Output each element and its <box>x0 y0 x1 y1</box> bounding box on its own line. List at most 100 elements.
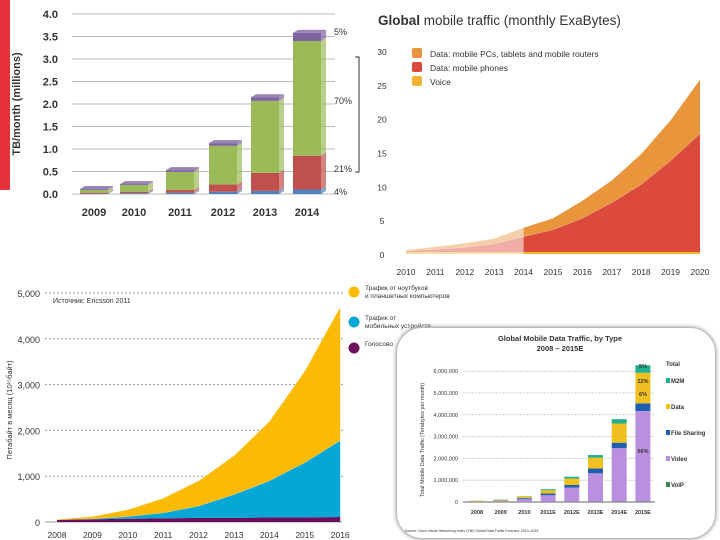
chart-title: Global Mobile Data Traffic, by Type <box>498 334 622 343</box>
y-tick-label: 3,000 <box>17 381 40 391</box>
bar-segment <box>166 170 194 172</box>
y-tick-label: 0 <box>455 500 458 506</box>
bar-segment <box>209 191 237 194</box>
bar-side <box>237 188 242 194</box>
y-tick-label: 20 <box>377 115 387 125</box>
bar-side <box>194 168 199 190</box>
legend-label: Voice <box>430 77 451 87</box>
legend-swatch <box>666 378 670 383</box>
bar-share-label: 6% <box>639 392 647 398</box>
bar-segment <box>120 191 148 194</box>
bar-top <box>120 181 153 185</box>
legend-swatch <box>348 342 360 354</box>
y-tick-label: 5 <box>380 216 385 226</box>
x-tick-label: 2010 <box>518 510 530 516</box>
bar-segment <box>540 495 556 502</box>
bar-segment <box>120 193 148 194</box>
bar-segment <box>493 499 509 501</box>
y-tick-label: 25 <box>377 81 387 91</box>
bar-segment <box>611 442 627 449</box>
bar-segment <box>251 190 279 194</box>
legend-label: Data: mobile PCs, tablets and mobile rou… <box>430 49 599 59</box>
x-tick-label: 2010 <box>397 267 416 277</box>
historical-fade <box>405 50 524 257</box>
legend-label: и планшетных компьютеров <box>365 293 450 300</box>
x-tick-label: 2009 <box>83 530 102 540</box>
legend-label: Трафик от <box>365 315 396 322</box>
bar-side <box>321 38 326 156</box>
bar-segment <box>293 189 321 194</box>
bar-segment <box>540 489 556 491</box>
legend-label: мобильных устройств <box>365 322 431 330</box>
x-tick-label: 2009 <box>82 207 106 219</box>
bar-segment <box>251 172 279 191</box>
bar-segment <box>540 490 556 494</box>
legend-label: Data <box>671 405 685 411</box>
bar-side <box>279 94 284 101</box>
x-tick-label: 2008 <box>48 530 67 540</box>
bar-side <box>237 140 242 146</box>
y-tick-label: 1.0 <box>43 144 58 156</box>
x-tick-label: 2017 <box>602 267 621 277</box>
bar-segment <box>293 155 321 190</box>
legend-label: Video <box>671 457 688 463</box>
x-tick-label: 2013 <box>253 207 277 219</box>
bar-segment <box>611 423 627 443</box>
y-tick-label: 1.5 <box>43 122 58 134</box>
bar-segment <box>251 97 279 101</box>
bar-segment <box>166 189 194 193</box>
x-tick-label: 2020 <box>691 267 710 277</box>
x-tick-label: 2019 <box>661 267 680 277</box>
bar-segment <box>564 478 580 485</box>
bar-side <box>108 189 113 194</box>
area-series <box>57 306 341 520</box>
bracket <box>355 56 360 173</box>
bar-segment <box>293 32 321 41</box>
bar-side <box>237 142 242 185</box>
bar-segment <box>564 476 580 479</box>
bar-side <box>108 186 113 193</box>
x-tick-label: 2014 <box>514 267 533 277</box>
x-tick-label: 2013 <box>485 267 504 277</box>
bar-side <box>279 187 284 194</box>
bar-segment <box>251 100 279 173</box>
bar-segment <box>588 473 603 502</box>
legend-swatch <box>666 430 670 435</box>
bar-segment <box>80 193 108 195</box>
accent-strip <box>0 0 10 190</box>
legend-label: Голосово <box>365 341 393 348</box>
bar-segment <box>209 145 237 185</box>
bar-share-label: 22% <box>637 379 648 385</box>
y-tick-label: 4.0 <box>43 9 58 21</box>
bar-top <box>293 29 326 33</box>
x-tick-label: 2018 <box>632 267 651 277</box>
y-tick-label: 2.5 <box>43 77 58 89</box>
chart-cisco-panel <box>396 327 716 539</box>
bar-segment <box>166 192 194 194</box>
share-annotation: 21% <box>334 164 352 174</box>
y-tick-label: 4,000,000 <box>434 413 458 419</box>
x-tick-label: 2010 <box>118 530 137 540</box>
bar-segment <box>120 185 148 192</box>
y-tick-label: 0.5 <box>43 167 58 179</box>
bar-side <box>321 186 326 194</box>
bar-side <box>279 169 284 191</box>
bar-side <box>148 188 153 194</box>
y-axis-label: Total Mobile Data Traffic (Terabytes per… <box>420 383 426 497</box>
bar-top <box>166 167 199 171</box>
y-tick-label: 5,000 <box>17 289 40 299</box>
y-tick-label: 4,000 <box>17 335 40 345</box>
legend-label: M2M <box>671 379 684 385</box>
y-tick-label: 1,000,000 <box>434 478 458 484</box>
bar-top <box>80 186 113 190</box>
x-tick-label: 2011 <box>154 530 173 540</box>
x-tick-label: 2009 <box>495 510 507 516</box>
legend-swatch <box>348 316 360 328</box>
x-tick-label: 2012E <box>564 510 580 516</box>
legend-label: Трафик от ноутбуков <box>365 284 428 292</box>
bar-side <box>237 181 242 192</box>
bar-segment <box>516 498 532 500</box>
share-annotation: 4% <box>334 187 347 197</box>
